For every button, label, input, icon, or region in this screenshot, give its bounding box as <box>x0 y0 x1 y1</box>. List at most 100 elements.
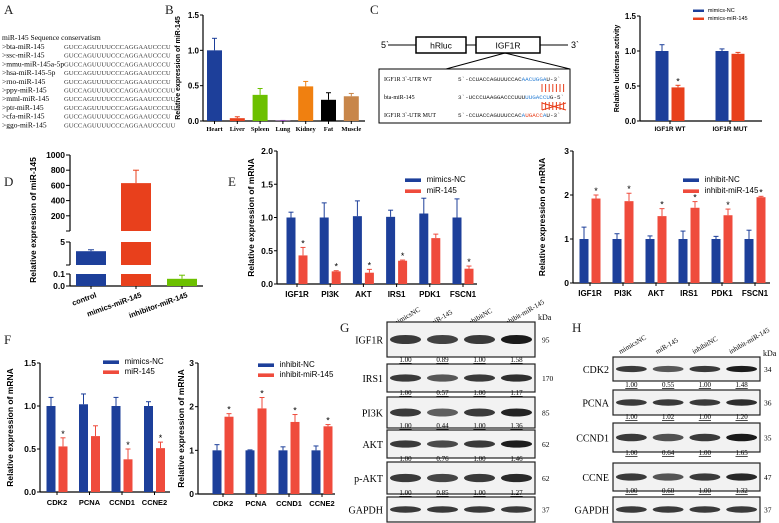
y-tick-label: 200 <box>51 211 65 221</box>
bar <box>252 94 268 121</box>
y-tick-label: 0.5 <box>24 444 36 454</box>
bar <box>224 416 234 494</box>
mirna-sequence: GUCCAGUUUUCCCAGGAAUCCCUU <box>64 105 176 112</box>
band-quantification: 1.65 <box>736 449 749 457</box>
y-tick-label: 0.1 <box>53 269 65 279</box>
y-axis-label: Relative expression of mRNA <box>5 368 15 487</box>
protein-band <box>615 473 647 481</box>
category-label: CCND1 <box>109 498 135 507</box>
protein-band <box>389 334 422 345</box>
protein-band <box>463 408 496 417</box>
protein-band <box>389 374 422 382</box>
category-label: IGF1R MUT <box>712 126 747 133</box>
sequence-segment: G-5` <box>550 94 564 101</box>
category-label: PDK1 <box>419 290 441 299</box>
sequence-segment: A <box>543 112 547 119</box>
significance-marker: * <box>401 251 405 261</box>
bar <box>156 448 165 492</box>
bar <box>144 406 153 492</box>
bar-segment <box>76 274 106 286</box>
legend-swatch <box>405 189 421 193</box>
band-quantification: 1.48 <box>736 381 749 389</box>
bar <box>398 260 408 284</box>
bar <box>723 215 733 283</box>
protein-band <box>689 473 721 481</box>
line <box>504 52 571 70</box>
band-quantification: 1.02 <box>662 413 675 421</box>
bar <box>123 459 133 492</box>
sequence-row-label: bta-miR-145 <box>384 95 415 101</box>
band-quantification: 1.00 <box>473 455 486 463</box>
category-label: control <box>71 290 98 307</box>
protein-band <box>426 334 459 345</box>
category-label: Spleen <box>251 126 270 133</box>
significance-marker: * <box>368 260 372 270</box>
protein-band <box>689 399 721 406</box>
bar <box>612 239 622 283</box>
protein-band <box>652 399 684 406</box>
protein-band <box>463 334 496 345</box>
protein-band <box>463 440 496 448</box>
band-quantification: 1.00 <box>473 489 486 497</box>
sequence-segment: U-3` <box>546 76 560 83</box>
significance-marker: * <box>301 238 305 248</box>
category-label: Heart <box>206 126 223 133</box>
band-quantification: 1.00 <box>473 356 486 364</box>
band-quantification: 1.00 <box>625 449 638 457</box>
category-label: Muscle <box>341 126 361 133</box>
three-prime-label: 3` <box>571 40 579 50</box>
band-quantification: 1.00 <box>699 449 712 457</box>
legend-label: mimics-NC <box>125 357 164 366</box>
bar-segment <box>121 183 151 231</box>
y-tick-label: 2 <box>564 190 569 200</box>
kda-label: 35 <box>764 434 772 443</box>
category-label: IRS1 <box>680 289 698 298</box>
protein-band <box>463 473 496 483</box>
y-axis-label: Relative luciferase activity <box>614 25 621 113</box>
y-tick-label: 400 <box>51 196 65 206</box>
protein-band <box>726 473 758 481</box>
protein-band <box>652 433 684 442</box>
bar <box>744 239 754 283</box>
protein-band <box>426 374 459 382</box>
lane-label: inhibitNC <box>691 335 720 356</box>
protein-band <box>726 506 758 513</box>
species-name: >ptr-miR-145 <box>2 103 44 112</box>
protein-label: PCNA <box>582 399 609 410</box>
panel-label-H: H <box>572 320 581 335</box>
legend-swatch <box>683 189 699 193</box>
bar <box>657 216 667 283</box>
significance-marker: * <box>726 200 730 210</box>
band-quantification: 1.00 <box>399 389 412 397</box>
legend-label: mimics-NC <box>427 175 466 184</box>
bar <box>207 50 222 122</box>
bar <box>711 239 721 283</box>
kda-label: 95 <box>542 336 550 345</box>
significance-marker: * <box>334 262 338 272</box>
band-quantification: 1.00 <box>699 381 712 389</box>
y-tick-label: 0.0 <box>24 487 36 497</box>
band-quantification: 1.20 <box>736 413 749 421</box>
y-axis-label: Relative expression of mRNA <box>176 369 186 488</box>
category-label: IGF1R <box>578 289 602 298</box>
protein-band <box>500 506 533 513</box>
significance-marker: * <box>326 416 330 426</box>
bar-segment <box>121 242 151 265</box>
significance-marker: * <box>676 76 680 86</box>
panel-label-G: G <box>340 320 349 335</box>
protein-band <box>500 374 533 382</box>
y-tick-label: 1.0 <box>625 47 637 56</box>
protein-band <box>726 399 758 406</box>
protein-band <box>689 365 721 373</box>
bar <box>298 86 314 121</box>
legend-swatch <box>693 9 704 12</box>
y-tick-label: 2 <box>189 402 194 412</box>
category-label: AKT <box>355 290 372 299</box>
kda-header: kDa <box>538 313 552 322</box>
panel-label-B: B <box>165 2 174 17</box>
mirna-sequence: GUCCAGUUUUCCCAGGAAUCCCU <box>64 44 171 51</box>
y-axis-label: Relative expression of mRNA <box>246 158 256 277</box>
mirna-sequence: GUCCAGUUUUCCCAGGAAUCCCU <box>64 53 171 60</box>
category-label: CCND1 <box>276 499 302 508</box>
bar <box>323 426 333 494</box>
